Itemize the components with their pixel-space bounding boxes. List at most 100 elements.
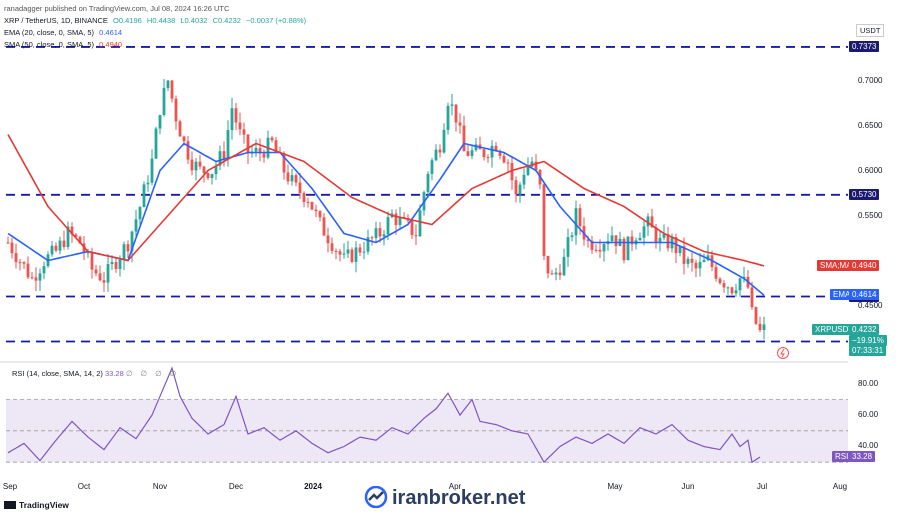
candle-body — [54, 245, 58, 251]
candle-body — [86, 252, 90, 254]
candle-body — [202, 166, 206, 174]
candle-body — [758, 323, 762, 331]
candle-body — [554, 272, 558, 275]
candle-body — [354, 247, 358, 262]
candle-body — [738, 278, 742, 291]
candle-body — [550, 273, 554, 275]
candle-body — [658, 237, 662, 244]
symbol-line: XRP / TetherUS, 1D, BINANCE O0.4196 H0.4… — [4, 16, 309, 25]
candle-body — [726, 287, 730, 289]
x-tick-label: Sep — [2, 482, 18, 491]
price-badge-countdown: 07:33:31 — [849, 344, 887, 356]
candle-body — [350, 249, 354, 262]
candle-body — [610, 235, 614, 242]
ohlc-low: L0.4032 — [180, 16, 208, 25]
candle-body — [242, 129, 246, 135]
price-badge-name: XRPUSDT — [812, 323, 857, 335]
candle-body — [114, 262, 118, 270]
candle-body — [694, 262, 698, 269]
candle-body — [226, 130, 230, 160]
candle-body — [426, 173, 430, 193]
rsi-legend[interactable]: RSI (14, close, SMA, 14, 2) 33.28 ∅ ∅ ∅ … — [12, 369, 179, 378]
candle-body — [258, 147, 262, 154]
candle-body — [662, 234, 666, 238]
candle-body — [30, 277, 34, 279]
ema-badge-value: 0.4614 — [849, 289, 880, 301]
candle-body — [70, 226, 74, 235]
price-tick-label: 0.5500 — [858, 210, 883, 220]
candle-body — [374, 228, 378, 238]
candle-body — [190, 159, 194, 171]
x-tick-label: 2024 — [304, 482, 322, 491]
candle-body — [182, 136, 186, 142]
candle-body — [78, 236, 82, 244]
candle-body — [110, 262, 114, 265]
candle-body — [42, 266, 46, 274]
candle-body — [34, 277, 38, 281]
x-tick-label: Aug — [832, 482, 848, 491]
candle-body — [262, 153, 266, 158]
candle-body — [318, 211, 322, 218]
candle-body — [290, 175, 294, 182]
sma-legend[interactable]: SMA (50, close, 0, SMA, 5) 0.4940 — [4, 40, 125, 49]
sma-legend-label: SMA (50, close, 0, SMA, 5) — [4, 40, 95, 49]
candle-body — [370, 237, 374, 239]
candle-body — [522, 174, 526, 185]
candle-body — [338, 251, 342, 255]
candle-body — [130, 231, 134, 252]
candle-body — [286, 172, 290, 182]
candle-body — [94, 269, 98, 274]
candle-body — [386, 217, 390, 235]
candle-body — [378, 228, 382, 237]
x-tick-label: Jul — [756, 482, 768, 491]
ohlc-open: O0.4196 — [113, 16, 142, 25]
candle-body — [358, 247, 362, 253]
candle-body — [38, 273, 42, 281]
candle-body — [734, 290, 738, 294]
candle-body — [590, 240, 594, 250]
candle-body — [270, 137, 274, 141]
candle-body — [210, 174, 214, 179]
candle-body — [682, 246, 686, 264]
candle-body — [750, 287, 754, 308]
candle-body — [294, 175, 298, 183]
ema-badge-name: EMA — [830, 289, 854, 301]
candle-body — [214, 165, 218, 175]
candle-body — [438, 149, 442, 153]
candle-body — [134, 219, 138, 232]
candle-body — [142, 184, 146, 208]
candle-body — [566, 237, 570, 257]
candle-body — [706, 255, 710, 261]
candle-body — [718, 278, 722, 284]
x-tick-label: May — [607, 482, 623, 491]
candle-body — [486, 157, 490, 159]
candle-body — [454, 104, 458, 123]
candle-body — [170, 80, 174, 99]
candle-body — [326, 235, 330, 244]
tradingview-logo[interactable]: TradingView — [4, 500, 69, 510]
sma-line — [7, 134, 765, 267]
candle-body — [626, 236, 630, 261]
candle-body — [66, 226, 70, 248]
ema-legend[interactable]: EMA (20, close, 0, SMA, 5) 0.4614 — [4, 28, 125, 37]
watermark: iranbroker.net — [364, 485, 525, 510]
candle-body — [430, 160, 434, 174]
candle-body — [10, 242, 14, 254]
candle-body — [58, 240, 62, 251]
candle-body — [362, 251, 366, 253]
candle-body — [146, 182, 150, 185]
rsi-panel — [0, 361, 848, 463]
alert-icon — [777, 347, 789, 359]
currency-button[interactable]: USDT — [856, 24, 885, 37]
candle-body — [754, 307, 758, 324]
candle-body — [646, 216, 650, 227]
candle-body — [442, 129, 446, 153]
candle-body — [314, 209, 318, 212]
candle-body — [446, 105, 450, 130]
candle-body — [330, 243, 334, 251]
candle-body — [586, 239, 590, 241]
candle-body — [22, 262, 26, 264]
candle-body — [74, 234, 78, 237]
candle-body — [126, 244, 130, 252]
